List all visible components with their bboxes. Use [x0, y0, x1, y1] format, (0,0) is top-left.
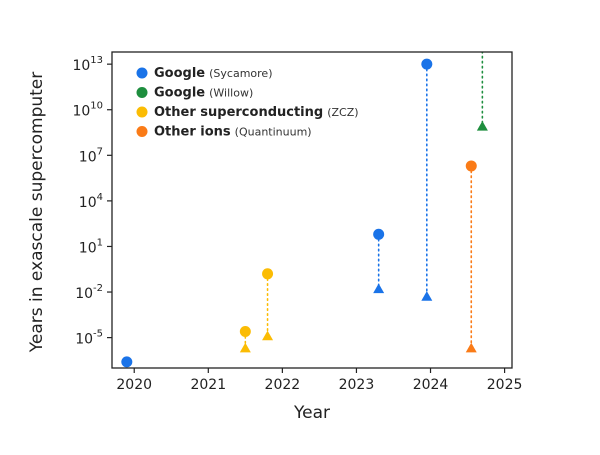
x-tick-label: 2025 [487, 377, 523, 393]
link-lines [244, 52, 484, 350]
other-superconducting-zcz-circle-point [239, 326, 251, 338]
x-axis-ticks: 2020 2021 2022 2023 2024 2025 [116, 368, 522, 393]
y-axis-ticks: 1013 1010 107 104 101 10-2 10-5 [72, 55, 112, 348]
y-tick-label: 107 [79, 146, 103, 165]
y-axis-title: Years in exascale supercomputer [27, 72, 47, 353]
legend-entry-google-sycamore: Google (Sycamore) [154, 66, 272, 81]
x-tick-label: 2022 [265, 377, 301, 393]
y-tick-label: 104 [79, 192, 103, 211]
legend-entry-other-superconducting-zcz: Other superconducting (ZCZ) [154, 105, 359, 120]
other-superconducting-zcz-triangle-point [239, 342, 251, 353]
plot-frame [111, 51, 513, 369]
y-tick-label: 10-2 [75, 283, 103, 302]
x-tick-label: 2021 [190, 377, 226, 393]
google-willow-circle-point [477, 36, 488, 47]
google-sycamore-triangle-point [373, 283, 385, 294]
y-tick-label: 1013 [72, 55, 103, 74]
other-ions-quantinuum-circle-point [465, 160, 477, 172]
legend-marker-google-sycamore [136, 67, 148, 79]
google-sycamore-circle-point [121, 356, 133, 368]
legend-marker-other-superconducting-zcz [136, 106, 148, 118]
y-tick-label: 1010 [72, 101, 103, 120]
other-superconducting-zcz-triangle-point [262, 330, 274, 341]
legend: Google (Sycamore) Google (Willow) Other supe… [136, 66, 359, 140]
legend-entry-google-willow: Google (Willow) [154, 86, 253, 101]
x-tick-label: 2023 [339, 377, 375, 393]
google-sycamore-triangle-point [421, 291, 433, 301]
data-points [121, 36, 488, 368]
legend-marker-google-willow [136, 87, 148, 98]
legend-marker-other-ions-quantinuum [136, 126, 148, 137]
legend-entry-other-ions-quantinuum: Other ions (Quantinuum) [154, 125, 312, 140]
x-tick-label: 2020 [116, 377, 152, 393]
google-sycamore-circle-point [373, 228, 385, 240]
x-axis-title: Year [293, 403, 330, 423]
other-superconducting-zcz-circle-point [262, 268, 274, 280]
y-tick-label: 101 [79, 237, 103, 256]
google-sycamore-circle-point [421, 58, 433, 70]
x-tick-label: 2024 [413, 377, 449, 393]
y-tick-label: 10-5 [75, 329, 103, 348]
other-ions-quantinuum-triangle-point [465, 342, 477, 353]
google-willow-triangle-point [476, 120, 488, 131]
